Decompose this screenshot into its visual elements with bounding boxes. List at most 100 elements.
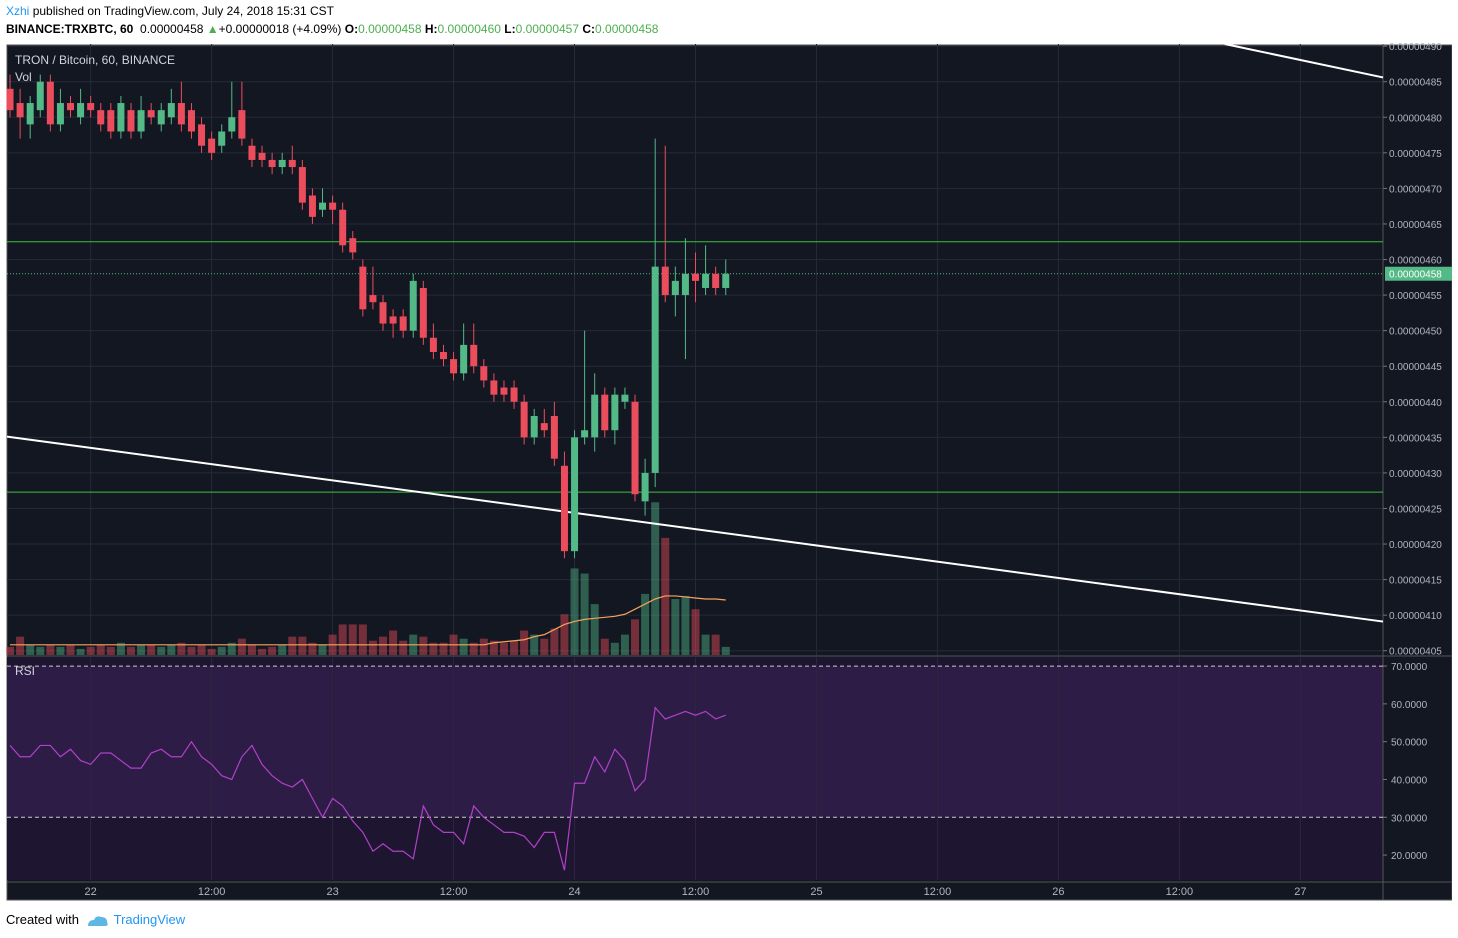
candle-body [480,366,488,381]
volume-bar [46,644,55,655]
candle-body [490,380,498,395]
last-price-box [1385,266,1452,281]
volume-bar [560,614,569,655]
candle-body [540,423,548,431]
volume-bar [16,636,25,655]
volume-bar [137,644,146,655]
candle-body [77,103,85,118]
candle-body [389,316,397,324]
y-tick-label: 0.00000415 [1389,576,1442,587]
candle-body [550,416,558,459]
y-tick-label: 0.00000450 [1389,327,1442,338]
y-tick-label: 0.00000440 [1389,398,1442,409]
volume-bar [419,636,428,655]
candle-body [560,465,568,552]
h: 0.00000460 [437,22,501,36]
y-tick-label: 0.00000445 [1389,362,1442,373]
volume-bar [6,646,15,655]
volume-bar [459,638,468,655]
candle-body [16,103,24,118]
x-tick-label: 12:00 [440,886,468,898]
change: +0.00000018 (+4.09%) [218,22,342,36]
candle-body [67,103,75,111]
volume-bar [56,646,65,655]
volume-bar [510,640,519,655]
rsi-tick-label: 50.0000 [1391,738,1428,749]
volume-bar [590,604,599,655]
volume-bar [26,644,35,655]
x-tick-label: 12:00 [682,886,710,898]
candle-body [228,117,236,132]
volume-bar [177,642,186,655]
volume-bar [106,646,115,655]
candle-body [651,266,659,473]
volume-bar [570,568,579,655]
volume-bar [389,630,398,655]
candle-body [6,88,14,111]
candle-body [36,81,44,111]
candle-body [198,124,206,146]
volume-bar [126,646,135,655]
volume-bar [86,646,95,655]
candle-body [530,416,538,438]
volume-bar [429,642,438,655]
created: Created with [6,912,79,927]
candle-body [238,110,246,139]
rsi-tick-label: 20.0000 [1391,851,1428,862]
volume-bar [399,640,408,655]
trend-line [1224,43,1384,79]
candle-body [268,159,276,168]
volume-bar [167,644,176,655]
candle-body [399,316,407,331]
volume-bar [681,595,690,655]
rsi-tick-label: 60.0000 [1391,700,1428,711]
candle-body [722,273,730,288]
chart: 22 12:00 23 12:00 24 12:00 25 12:00 26 12:00 27 0.0… [6,42,1452,901]
volume-bar [540,638,549,655]
l: 0.00000457 [515,22,580,36]
volume-bar [631,619,640,655]
last: 0.00000458 [140,22,204,36]
x-tick-label: 12:00 [198,886,226,898]
candle-body [187,110,195,132]
candle-body [258,152,266,160]
candle-body [510,387,518,402]
candle-body [611,394,619,431]
volume-bar [217,646,226,655]
candle-body [671,280,679,296]
candle-body [349,238,357,253]
candle-body [692,273,700,281]
volume-bar [499,642,508,655]
candle-body [137,110,145,132]
y-tick-label: 0.00000490 [1389,42,1442,53]
candle-body [601,394,609,431]
rsi-tick-label: 70.0000 [1391,662,1428,673]
candle-body [56,103,64,125]
o-label: O: [344,22,359,36]
candle-body [339,209,347,246]
candle-body [621,394,629,402]
author[interactable]: Xzhi [6,4,30,18]
y-tick-label: 0.00000430 [1389,469,1442,480]
candle-body [177,103,185,125]
candle-body [46,81,54,125]
candle-body [500,387,508,395]
candle-body [520,401,528,438]
volume-bar [479,638,488,655]
volume-bar [288,636,297,655]
y-tick-label: 0.00000485 [1389,78,1442,89]
candle-body [379,302,387,324]
x-tick-label: 26 [1052,886,1064,898]
brand[interactable]: TradingView [113,912,186,927]
volume-bar [721,646,730,655]
candle-body [87,103,95,111]
volume-bar [489,640,498,655]
footer: Created with TradingView [6,912,185,928]
rsi-tick-label: 30.0000 [1391,813,1428,824]
candle-body [631,401,639,495]
volume-bar [439,642,448,655]
x-tick-label: 25 [810,886,822,898]
volume-bar [600,638,609,655]
y-tick-label: 0.00000460 [1389,256,1442,267]
y-tick-label: 0.00000420 [1389,540,1442,551]
